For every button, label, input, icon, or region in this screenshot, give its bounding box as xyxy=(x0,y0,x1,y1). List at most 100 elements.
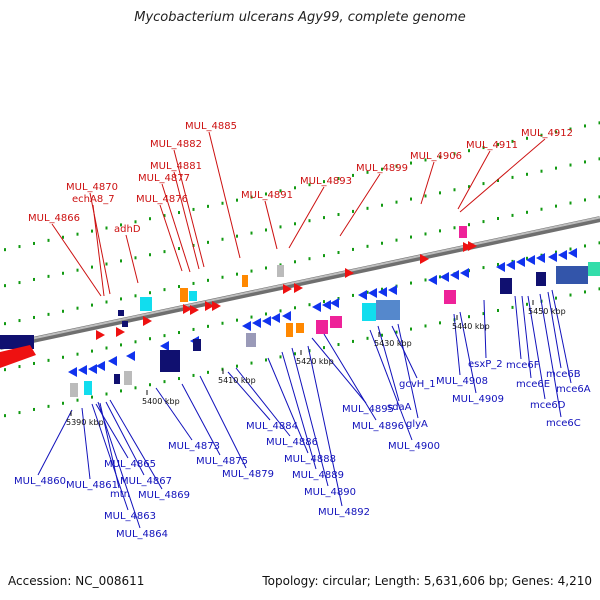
leader-line-bottom xyxy=(397,323,419,419)
gene-reverse xyxy=(96,361,105,371)
tick-dot-outer-top xyxy=(149,217,151,221)
gene-label-top: MUL_4876 xyxy=(136,194,188,205)
gene-features xyxy=(0,226,600,397)
scale-label: 5400 kbp xyxy=(142,397,180,406)
leader-line-bottom xyxy=(551,289,572,384)
gene-label-top: MUL_4882 xyxy=(150,139,202,150)
scale-label: 5440 kbp xyxy=(452,322,490,331)
tick-dot-inner-top xyxy=(134,256,137,260)
gene-forward xyxy=(96,330,105,340)
tick-dot-outer-top xyxy=(468,149,470,153)
gene-reverse xyxy=(312,302,321,312)
tick-dot-outer-bottom xyxy=(598,287,600,291)
tick-dot-outer-bottom xyxy=(207,370,209,374)
gene-forward xyxy=(183,304,192,314)
tick-dot-outer-top xyxy=(337,177,340,181)
tick-dot-mid-bottom xyxy=(497,262,499,266)
tick-dot-inner-top xyxy=(584,160,586,164)
backbone-shadow xyxy=(0,216,600,350)
gene-reverse xyxy=(558,250,567,260)
tick-dot-mid-bottom xyxy=(149,337,151,341)
tick-dot-mid-bottom xyxy=(134,340,137,344)
tick-dot-outer-bottom xyxy=(555,296,557,300)
tick-dot-outer-top xyxy=(294,186,296,190)
tick-dot-mid-top xyxy=(294,260,296,264)
gene-reverse xyxy=(450,270,459,280)
tick-dot-inner-top xyxy=(453,188,456,192)
tick-dot-mid-top xyxy=(468,223,470,227)
gene-label-bottom: MUL_4875 xyxy=(196,456,248,467)
gene-reverse xyxy=(536,253,545,263)
tick-dot-mid-top xyxy=(410,235,412,239)
gene-label-top: MUL_4899 xyxy=(356,163,408,174)
tick-dot-mid-top xyxy=(279,263,282,267)
tick-dot-outer-top xyxy=(4,248,6,252)
gene-reverse xyxy=(68,367,77,377)
leader-line-bottom xyxy=(311,337,367,404)
gene-reverse xyxy=(262,316,271,326)
gene-label-top: adhD xyxy=(114,224,141,235)
gene-steel xyxy=(556,266,588,284)
tick-dot-inner-top xyxy=(47,274,50,278)
gene-orange xyxy=(180,288,188,302)
tick-dot-mid-bottom xyxy=(482,266,485,270)
tick-dot-mid-top xyxy=(424,232,427,236)
gene-label-bottom: mce6A xyxy=(556,384,591,395)
leader-line-bottom xyxy=(483,299,487,359)
tick-dot-inner-top xyxy=(482,182,485,186)
gene-orange xyxy=(296,323,304,333)
tick-dot-mid-top xyxy=(149,291,151,295)
gene-forward xyxy=(468,241,477,251)
tick-dot-outer-bottom xyxy=(62,401,64,405)
gene-teal xyxy=(588,262,600,276)
tick-dot-mid-top xyxy=(18,319,21,323)
tick-dot-mid-bottom xyxy=(76,352,79,356)
leader-line-bottom xyxy=(521,295,532,379)
scale-label: 5450 kbp xyxy=(528,307,566,316)
tick-dot-mid-top xyxy=(236,272,238,276)
gene-forward xyxy=(294,283,303,293)
tick-dot-mid-bottom xyxy=(47,358,50,362)
gene-label-bottom: mce6B xyxy=(546,369,581,380)
tick-dot-mid-top xyxy=(62,309,64,313)
tick-dot-outer-bottom xyxy=(294,352,296,356)
tick-dot-mid-bottom xyxy=(250,315,253,319)
gene-label-bottom: MUL_4865 xyxy=(104,459,156,470)
tick-dot-mid-bottom xyxy=(91,349,93,353)
tick-dot-outer-bottom xyxy=(250,361,253,365)
leader-line-top xyxy=(457,150,491,210)
leader-line-bottom xyxy=(547,291,562,369)
gene-forward xyxy=(420,254,429,264)
tick-dot-mid-top xyxy=(221,275,224,279)
tick-dot-mid-top xyxy=(366,244,369,248)
gene-label-top: MUL_4877 xyxy=(138,173,190,184)
gene-reverse xyxy=(108,356,117,366)
tick-dot-mid-top xyxy=(352,247,354,251)
tick-dot-inner-top xyxy=(192,243,195,247)
tick-dot-mid-bottom xyxy=(410,281,412,285)
tick-dot-outer-top xyxy=(163,214,166,218)
leader-line-bottom xyxy=(391,325,418,379)
gene-label-top: MUL_4881 xyxy=(150,161,202,172)
tick-dot-outer-bottom xyxy=(584,290,586,294)
tick-dot-mid-top xyxy=(381,241,383,245)
tick-dot-mid-top xyxy=(453,226,456,230)
gene-magenta xyxy=(316,320,328,334)
gene-label-top: MUL_4893 xyxy=(300,176,352,187)
gene-label-bottom: gcvH_1 xyxy=(399,379,436,390)
tick-dot-outer-bottom xyxy=(352,339,354,343)
gene-label-bottom: MUL_4892 xyxy=(318,507,370,518)
leader-line-bottom xyxy=(81,407,91,480)
tick-dot-mid-bottom xyxy=(221,321,224,325)
tick-dot-mid-top xyxy=(569,201,572,205)
leader-line-top xyxy=(173,149,205,268)
tick-dot-outer-bottom xyxy=(439,321,441,325)
gene-reverse xyxy=(78,365,87,375)
gene-label-bottom: MUL_4869 xyxy=(138,490,190,501)
tick-dot-outer-bottom xyxy=(337,343,340,347)
tick-dot-mid-bottom xyxy=(439,275,441,279)
gene-label-bottom: mce6D xyxy=(530,400,566,411)
leader-line-bottom xyxy=(181,383,221,456)
tick-dot-inner-top xyxy=(337,213,340,217)
tick-dot-mid-bottom xyxy=(279,309,282,313)
